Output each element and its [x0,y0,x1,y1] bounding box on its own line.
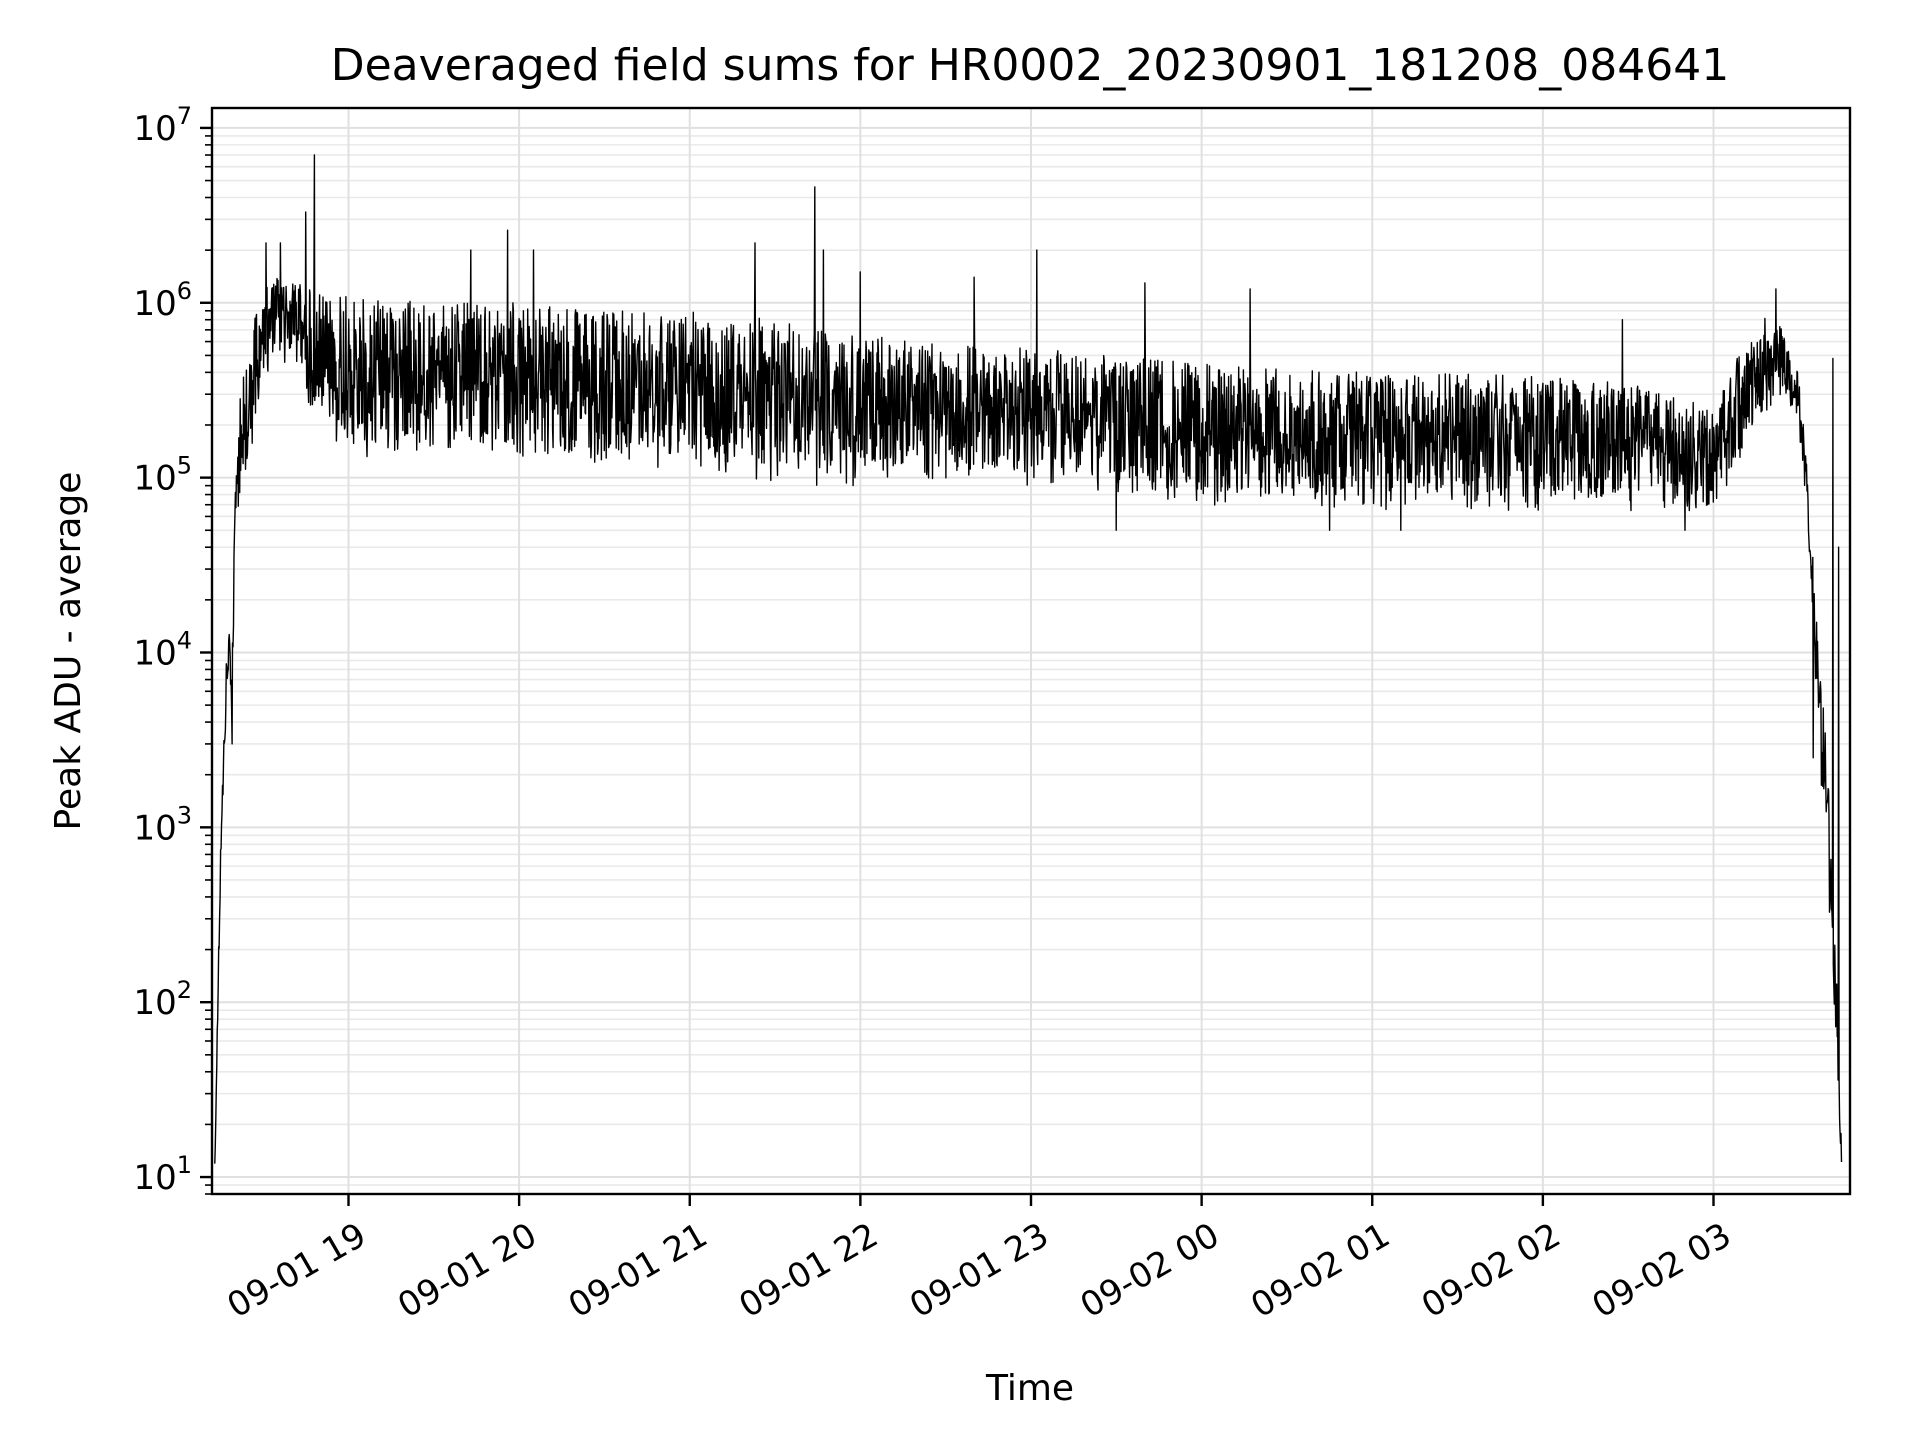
y-axis-label: Peak ADU - average [48,472,89,831]
y-axis: 101 102 103 104 105 106 107 [133,102,212,1198]
y-tick-label: 101 [133,1151,192,1198]
y-tick-label: 106 [133,277,192,324]
x-axis: 09-01 19 09-01 20 09-01 21 09-01 22 09-01 23… [221,1194,1738,1326]
data-series [214,154,1843,1164]
x-tick-label: 09-01 20 [391,1215,543,1326]
grid [212,108,1850,1195]
chart-title: Deaveraged field sums for HR0002_2023090… [331,40,1730,91]
x-tick-label: 09-01 21 [562,1215,714,1326]
y-tick-label: 103 [133,801,192,848]
y-tick-label: 107 [133,102,192,149]
x-tick-label: 09-02 02 [1415,1215,1567,1326]
y-tick-label: 104 [133,626,192,673]
x-tick-label: 09-02 00 [1074,1215,1226,1326]
y-tick-label: 102 [133,976,192,1023]
series-line [214,154,1843,1164]
x-tick-label: 09-01 22 [732,1215,884,1326]
x-tick-label: 09-02 03 [1586,1215,1738,1326]
y-tick-label: 105 [133,452,192,499]
x-tick-label: 09-01 19 [221,1215,373,1326]
x-tick-label: 09-01 23 [903,1215,1055,1326]
x-tick-label: 09-02 01 [1244,1215,1396,1326]
x-axis-label: Time [985,1368,1074,1409]
